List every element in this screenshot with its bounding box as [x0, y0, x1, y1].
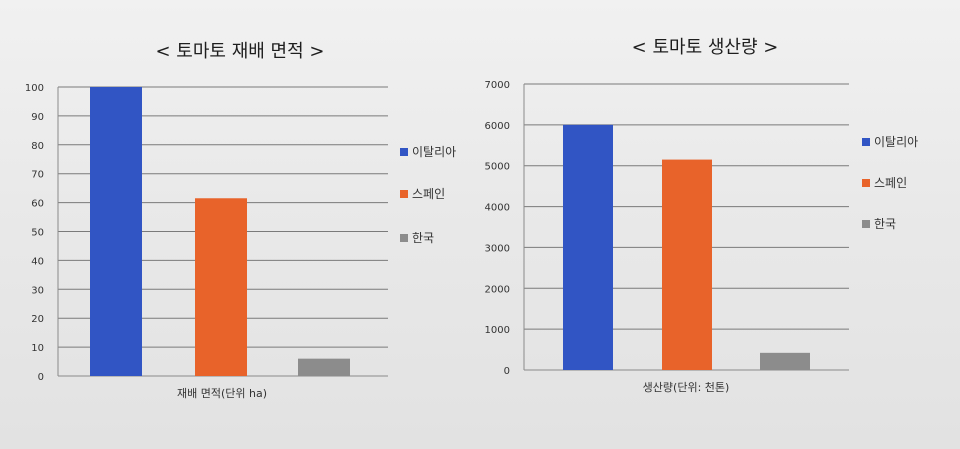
legend-entry: 한국 — [412, 231, 434, 245]
legend-entry: 스페인 — [874, 176, 907, 190]
chart-title: < 토마토 생산량 > — [632, 37, 779, 58]
legend-swatch — [862, 179, 870, 187]
y-tick-label: 40 — [31, 256, 44, 267]
bar-italy — [563, 124, 613, 370]
y-tick-label: 20 — [31, 314, 44, 325]
y-tick-label: 80 — [31, 141, 44, 152]
bar-italy — [90, 87, 142, 376]
bar-spain — [662, 159, 712, 370]
production-chart: < 토마토 생산량 > 0 1000 2000 3000 4000 5000 6000 7000… — [485, 37, 919, 394]
bar-korea — [298, 358, 350, 376]
y-tick-label: 100 — [25, 83, 44, 94]
legend-entry: 이탈리아 — [412, 145, 456, 159]
y-tick-label: 90 — [31, 112, 44, 123]
y-tick-label: 60 — [31, 199, 44, 210]
legend-swatch — [400, 234, 408, 242]
legend-swatch — [862, 220, 870, 228]
y-tick-label: 3000 — [485, 243, 510, 254]
y-tick-label: 50 — [31, 228, 44, 239]
bar-spain — [195, 198, 247, 376]
y-tick-label: 0 — [504, 366, 510, 377]
cultivation-area-chart: < 토마토 재배 면적 > 0 10 20 30 40 50 60 70 80 90 100 재배 면적… — [25, 41, 456, 400]
legend-swatch — [400, 148, 408, 156]
y-tick-label: 70 — [31, 170, 44, 181]
legend-entry: 이탈리아 — [874, 135, 918, 149]
y-tick-label: 6000 — [485, 121, 510, 132]
y-tick-label: 10 — [31, 343, 44, 354]
legend-entry: 한국 — [874, 217, 896, 231]
legend-swatch — [400, 190, 408, 198]
x-axis-label: 생산량(단위: 천톤) — [643, 380, 730, 394]
y-tick-label: 30 — [31, 285, 44, 296]
y-tick-label: 1000 — [485, 325, 510, 336]
y-tick-label: 2000 — [485, 284, 510, 295]
y-tick-label: 0 — [38, 372, 44, 383]
y-tick-label: 5000 — [485, 162, 510, 173]
y-tick-label: 4000 — [485, 203, 510, 214]
bar-korea — [760, 352, 810, 370]
x-axis-label: 재배 면적(단위 ha) — [177, 387, 267, 400]
legend-swatch — [862, 138, 870, 146]
chart-title: < 토마토 재배 면적 > — [156, 41, 325, 62]
y-tick-label: 7000 — [485, 80, 510, 91]
legend-entry: 스페인 — [412, 187, 445, 201]
